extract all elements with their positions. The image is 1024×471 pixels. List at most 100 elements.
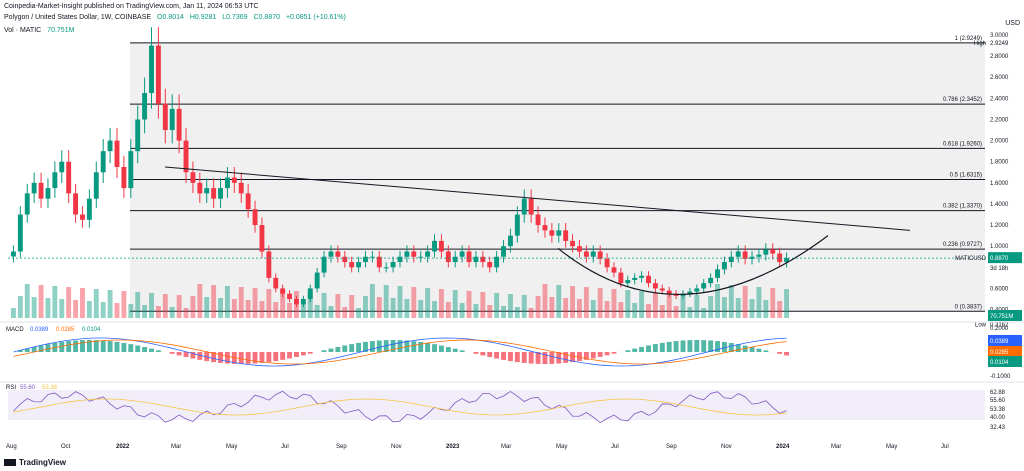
candle-body <box>715 269 720 278</box>
macd-histogram-bar <box>611 352 617 354</box>
volume-bar <box>59 299 65 318</box>
volume-bar <box>86 301 92 318</box>
candle-body <box>86 198 92 220</box>
volume-bar <box>294 291 299 318</box>
macd-histogram-bar <box>487 352 493 358</box>
volume-bar <box>445 302 451 318</box>
volume-bar <box>273 302 279 318</box>
macd-histogram-bar <box>211 352 217 363</box>
candle-body <box>245 193 251 210</box>
macd-histogram-bar <box>563 352 569 363</box>
candle-body <box>507 235 513 247</box>
price-tick-label: 2.8000 <box>990 54 1009 60</box>
macd-histogram-bar <box>646 345 651 352</box>
symbol-badge-bg <box>988 252 1022 264</box>
macd-histogram-bar <box>31 347 37 352</box>
macd-tick-label: -0.1000 <box>990 374 1011 380</box>
volume-bar <box>418 300 424 318</box>
rsi-band <box>8 390 985 420</box>
macd-histogram-bar <box>321 350 327 352</box>
open-value: O0.8014 <box>157 14 184 21</box>
rsi-tick-label: 53.38 <box>990 407 1006 413</box>
candle-body <box>100 151 106 173</box>
volume-bar <box>218 298 223 318</box>
macd-histogram-bar <box>38 345 44 352</box>
volume-bar <box>646 304 651 318</box>
volume-value: 70.751M <box>47 27 75 34</box>
macd-histogram-bar <box>666 341 672 352</box>
time-tick-label: Nov <box>721 444 732 450</box>
volume-bar <box>245 300 251 318</box>
macd-histogram-bar <box>17 350 23 352</box>
macd-histogram-bar <box>604 352 610 356</box>
price-tick-label: 1.8000 <box>990 160 1009 166</box>
tradingview-brand[interactable]: TradingView <box>4 458 66 467</box>
volume-bar <box>521 295 527 318</box>
currency-label: USD <box>1005 20 1020 27</box>
candle-body <box>708 277 714 284</box>
macd-badge-c-value: 0.0104 <box>990 360 1009 366</box>
candle-body <box>266 251 272 278</box>
candle-body <box>369 256 375 258</box>
macd-histogram-bar <box>86 340 92 352</box>
volume-bar <box>694 295 700 318</box>
macd-histogram-bar <box>521 352 527 363</box>
low-badge-bg <box>988 318 1022 330</box>
candle-body <box>38 182 44 199</box>
candle-body <box>756 254 762 257</box>
macd-histogram-bar <box>280 352 286 360</box>
candle-body <box>728 256 734 263</box>
volume-bar <box>494 293 500 318</box>
volume-bar <box>438 289 444 318</box>
volume-bar <box>632 303 638 318</box>
volume-bar <box>735 298 741 318</box>
price-tick-label: 2.6000 <box>990 75 1009 81</box>
volume-bar <box>639 291 645 318</box>
macd-badge-b-value: 0.0285 <box>990 350 1009 356</box>
candle-body <box>162 103 168 131</box>
macd-histogram-bar <box>652 344 658 352</box>
volume-bar <box>528 308 534 318</box>
candle-body <box>31 182 37 194</box>
volume-bar <box>625 290 631 318</box>
macd-histogram-bar <box>335 346 341 352</box>
volume-bar <box>756 287 762 318</box>
macd-histogram-bar <box>715 341 720 352</box>
macd-histogram-bar <box>570 352 576 363</box>
fib-label: 0.618 (1.9260) <box>943 141 982 147</box>
candle-body <box>418 256 424 258</box>
candle-body <box>121 166 127 189</box>
volume-bar <box>259 301 265 318</box>
volume-bar <box>459 303 465 318</box>
volume-bar <box>149 293 154 318</box>
trendline <box>164 166 911 231</box>
volume-bar <box>169 307 175 318</box>
volume-bar <box>211 285 217 318</box>
candle-body <box>514 214 520 236</box>
rsi-tick-label: 40.00 <box>990 415 1006 421</box>
volume-bar <box>128 304 134 318</box>
time-tick-label: May <box>886 444 897 450</box>
macd-histogram-bar <box>411 341 417 352</box>
volume-bar <box>11 308 16 318</box>
candle-body <box>784 258 789 263</box>
candle-body <box>190 172 196 183</box>
volume-bar <box>666 293 672 318</box>
candle-body <box>694 288 700 292</box>
candle-body <box>128 151 134 189</box>
candle-body <box>659 288 665 291</box>
volume-bar <box>142 305 148 318</box>
macd-label-c: 0.0104 <box>82 327 101 333</box>
candle-body <box>93 172 99 199</box>
macd-histogram-bar <box>300 352 306 356</box>
macd-histogram-bar <box>735 344 741 352</box>
macd-histogram-bar <box>659 342 665 352</box>
candle-body <box>438 240 444 252</box>
candle-body <box>487 262 493 268</box>
symbol-label[interactable]: Polygon / United States Dollar, 1W, COIN… <box>4 14 152 21</box>
macd-histogram-bar <box>625 350 631 352</box>
price-tick-label: 1.0000 <box>990 244 1009 250</box>
macd-histogram-bar <box>701 340 707 352</box>
macd-histogram-bar <box>397 340 403 352</box>
macd-histogram-bar <box>224 352 230 364</box>
